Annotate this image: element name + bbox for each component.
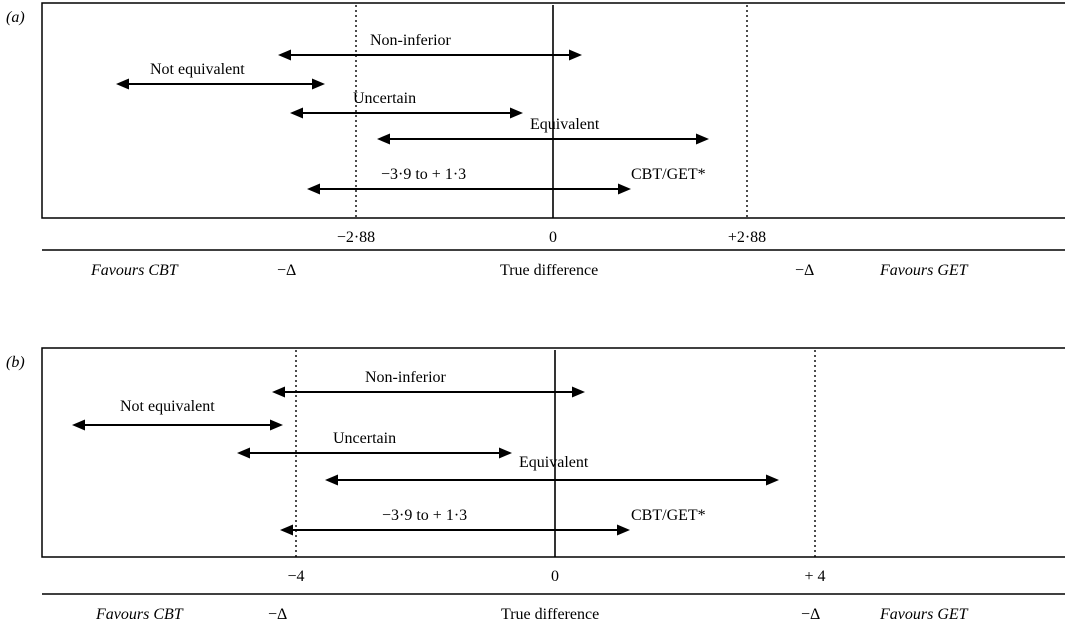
arrowhead-right <box>696 133 709 145</box>
panel-b: (b) Non-inferior Not equivalent Uncertai… <box>6 347 1065 623</box>
arrowhead-left <box>237 447 250 459</box>
panel-b-label: (b) <box>6 354 25 371</box>
arrowhead-right <box>270 419 283 431</box>
panel-a-non-inferior-label: Non-inferior <box>370 32 452 49</box>
panel-a-label: (a) <box>6 9 25 26</box>
panel-a-delta-right: −Δ <box>795 262 814 279</box>
arrowhead-left <box>290 107 303 119</box>
panel-b-uncertain-arrow <box>237 447 512 459</box>
panel-b-delta-left: −Δ <box>268 606 287 623</box>
arrowhead-left <box>280 524 293 536</box>
panel-b-not-equivalent-label: Not equivalent <box>120 398 215 415</box>
panel-a-true-difference: True difference <box>500 262 598 279</box>
panel-a-non-inferior-arrow <box>278 49 582 61</box>
arrowhead-right <box>617 524 630 536</box>
arrowhead-left <box>325 474 338 486</box>
panel-a-tick-right: +2·88 <box>728 229 766 246</box>
panel-a: (a) Non-inferior Not equivalent Uncertai… <box>6 2 1065 279</box>
panel-b-not-equivalent-arrow <box>72 419 283 431</box>
panel-b-tick-left: −4 <box>287 568 304 585</box>
panel-b-true-difference: True difference <box>501 606 599 623</box>
arrowhead-right <box>312 78 325 90</box>
arrowhead-left <box>307 183 320 195</box>
arrowhead-left <box>72 419 85 431</box>
arrowhead-left <box>377 133 390 145</box>
panel-a-cbt-get-label: CBT/GET* <box>631 166 706 183</box>
arrowhead-left <box>278 49 291 61</box>
panel-a-equivalent-label: Equivalent <box>530 116 600 133</box>
panel-b-equivalent-arrow <box>325 474 779 486</box>
panel-b-favours-cbt: Favours CBT <box>95 606 184 623</box>
panel-b-tick-right: + 4 <box>804 568 825 585</box>
arrowhead-right <box>572 386 585 398</box>
panel-b-ci-label: −3·9 to + 1·3 <box>382 507 467 524</box>
panel-a-uncertain-label: Uncertain <box>353 90 416 107</box>
panel-a-equivalent-arrow <box>377 133 709 145</box>
panel-a-favours-cbt: Favours CBT <box>90 262 179 279</box>
panel-b-equivalent-label: Equivalent <box>519 454 589 471</box>
arrowhead-right <box>569 49 582 61</box>
arrowhead-left <box>272 386 285 398</box>
panel-a-favours-get: Favours GET <box>879 262 969 279</box>
panel-b-favours-get: Favours GET <box>879 606 969 623</box>
panel-b-tick-center: 0 <box>551 568 559 585</box>
panel-b-frame <box>41 347 1065 558</box>
panel-a-frame <box>41 2 1065 219</box>
panel-b-delta-right: −Δ <box>801 606 820 623</box>
panel-a-ci-arrow <box>307 183 631 195</box>
panel-b-non-inferior-label: Non-inferior <box>365 369 447 386</box>
panel-a-delta-left: −Δ <box>277 262 296 279</box>
panel-b-cbt-get-label: CBT/GET* <box>631 507 706 524</box>
panel-b-non-inferior-arrow <box>272 386 585 398</box>
arrowhead-right <box>510 107 523 119</box>
panel-a-not-equivalent-arrow <box>116 78 325 90</box>
panel-a-tick-left: −2·88 <box>337 229 375 246</box>
arrowhead-right <box>499 447 512 459</box>
panel-b-uncertain-label: Uncertain <box>333 430 396 447</box>
panel-a-ci-label: −3·9 to + 1·3 <box>381 166 466 183</box>
arrowhead-right <box>766 474 779 486</box>
panel-a-uncertain-arrow <box>290 107 523 119</box>
panel-a-not-equivalent-label: Not equivalent <box>150 61 245 78</box>
arrowhead-left <box>116 78 129 90</box>
panel-b-ci-arrow <box>280 524 630 536</box>
arrowhead-right <box>618 183 631 195</box>
panel-a-tick-center: 0 <box>549 229 557 246</box>
